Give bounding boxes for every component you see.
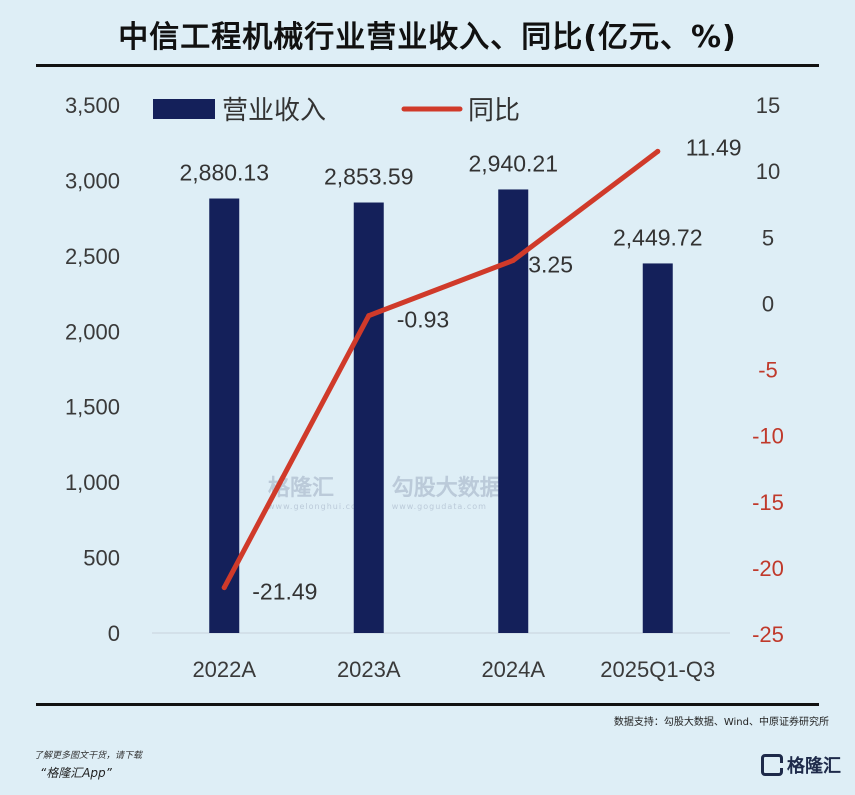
y-left-tick-label: 2,500 (65, 244, 120, 269)
revenue-data-label: 2,880.13 (179, 160, 269, 186)
y-left-tick-label: 3,000 (65, 168, 120, 193)
yoy-line (221, 148, 661, 591)
x-tick-label: 2022A (192, 657, 256, 682)
x-tick-label: 2023A (337, 657, 401, 682)
yoy-point (655, 148, 661, 154)
chart-title: 中信工程机械行业营业收入、同比(亿元、%) (118, 20, 737, 55)
yoy-data-label: 3.25 (528, 251, 573, 277)
y-right-tick-label: -5 (758, 358, 778, 383)
y-right-tick-label: 0 (762, 291, 774, 316)
yoy-data-label: 11.49 (686, 134, 742, 160)
legend-yoy-label: 同比 (468, 95, 520, 125)
y-left-tick-label: 2,000 (65, 319, 120, 344)
revenue-data-label: 2,853.59 (324, 164, 414, 190)
y-right-tick-label: -15 (752, 490, 784, 515)
revenue-bar (353, 202, 384, 633)
yoy-point (366, 313, 372, 319)
y-left-tick-label: 3,500 (65, 93, 120, 118)
y-left-tick-label: 1,000 (65, 470, 120, 495)
revenue-bar (498, 189, 529, 634)
watermark-gogudata-url: www.gogudata.com (391, 502, 487, 511)
footer-download-text: 了解更多图文干货，请下载 (34, 751, 143, 761)
y-right-tick-label: -20 (752, 556, 784, 581)
watermark: 格隆汇 www.gelonghui.com 勾股大数据 www.gogudata… (268, 470, 502, 511)
top-rule (36, 64, 819, 67)
y-right-tick-label: 5 (762, 225, 774, 250)
data-source: 数据支持：勾股大数据、Wind、中原证券研究所 (613, 717, 829, 728)
brand-logo: 格隆汇 (761, 752, 841, 778)
combo-chart: 0 500 1,000 1,500 2,000 2,500 3,000 3,500 -25 -20… (65, 93, 784, 682)
watermark-gelonghui-url: www.gelonghui.com (268, 502, 366, 511)
y-right-tick-label: 10 (756, 159, 780, 184)
legend-revenue-swatch (153, 99, 215, 119)
yoy-point (510, 257, 516, 263)
y-right-tick-label: -25 (752, 622, 784, 647)
legend-revenue-label: 营业收入 (222, 95, 326, 125)
brand-mark-icon (761, 754, 783, 776)
y-left-tick-label: 500 (83, 546, 120, 571)
revenue-bar (209, 198, 240, 633)
x-tick-label: 2024A (481, 657, 545, 682)
y-right-tick-label: -10 (752, 424, 784, 449)
y-right-tick-label: 15 (756, 93, 780, 118)
bottom-rule (36, 703, 819, 706)
y-left-tick-label: 1,500 (65, 395, 120, 420)
revenue-data-label: 2,940.21 (468, 150, 558, 176)
brand-name: 格隆汇 (787, 756, 841, 777)
y-left-tick-label: 0 (108, 621, 120, 646)
yoy-data-label: -21.49 (252, 579, 317, 605)
x-tick-label: 2025Q1-Q3 (600, 657, 715, 682)
revenue-bar (642, 263, 673, 633)
revenue-data-label: 2,449.72 (613, 224, 703, 250)
yoy-point (221, 585, 227, 591)
watermark-gogudata: 勾股大数据 (391, 476, 502, 501)
yoy-data-label: -0.93 (397, 307, 449, 333)
footer-app-name: “格隆汇App” (40, 766, 112, 780)
